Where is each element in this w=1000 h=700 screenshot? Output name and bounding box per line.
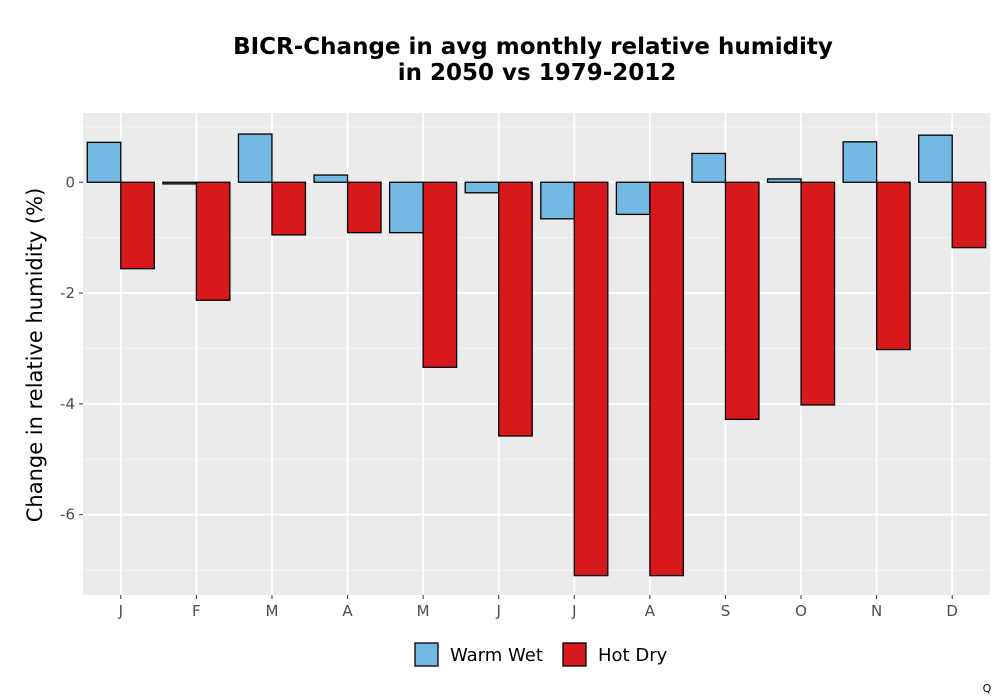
x-tick-label: S xyxy=(721,602,731,620)
bar-hot-dry xyxy=(195,181,231,301)
bar-hot-dry xyxy=(271,181,307,236)
x-tick-label: M xyxy=(265,602,278,620)
grid-minor xyxy=(83,126,990,571)
bar-hot-dry xyxy=(800,181,836,406)
legend-key-warm-wet xyxy=(414,642,439,667)
bar-warm-wet xyxy=(237,133,273,183)
bar-hot-dry xyxy=(422,181,458,368)
bar-warm-wet xyxy=(162,181,198,185)
y-tick-label: -4 xyxy=(60,395,75,413)
chart-title-line-1: BICR-Change in avg monthly relative humi… xyxy=(233,34,833,60)
bars xyxy=(86,133,987,577)
x-tick-label: A xyxy=(342,602,353,620)
x-tick-label: D xyxy=(946,602,958,620)
y-tick-label: 0 xyxy=(65,173,75,191)
bar-hot-dry xyxy=(724,181,760,421)
bar-warm-wet xyxy=(842,141,878,183)
legend-key-hot-dry xyxy=(562,642,587,667)
x-tick-label: F xyxy=(192,602,201,620)
corner-mark: Q xyxy=(983,682,992,695)
y-axis-label: Change in relative humidity (%) xyxy=(23,188,47,523)
bar-warm-wet xyxy=(86,141,122,183)
bar-hot-dry xyxy=(875,181,911,351)
bar-warm-wet xyxy=(313,174,349,183)
legend-label: Warm Wet xyxy=(450,645,543,666)
bar-hot-dry xyxy=(951,181,987,249)
x-tick-label: J xyxy=(495,602,500,620)
bar-warm-wet xyxy=(388,181,424,234)
x-tick-label: M xyxy=(417,602,430,620)
legend-label: Hot Dry xyxy=(598,645,668,666)
bar-warm-wet xyxy=(918,134,953,183)
x-tick-label: J xyxy=(571,602,576,620)
x-tick-label: A xyxy=(645,602,656,620)
bar-warm-wet xyxy=(615,181,651,216)
y-axis: 0 -2 -4 -6 xyxy=(60,173,83,524)
bar-hot-dry xyxy=(573,181,609,577)
x-tick-label: J xyxy=(118,602,123,620)
bar-warm-wet xyxy=(540,181,575,220)
bar-hot-dry xyxy=(120,181,155,270)
y-tick-label: -6 xyxy=(60,506,75,524)
legend: Warm Wet Hot Dry xyxy=(414,642,668,667)
x-tick-label: N xyxy=(871,602,882,620)
bar-hot-dry xyxy=(649,181,685,577)
bar-warm-wet xyxy=(766,178,802,183)
bar-warm-wet xyxy=(691,152,727,183)
y-tick-label: -2 xyxy=(60,284,75,302)
bar-warm-wet xyxy=(464,181,500,194)
chart-title-line-2: in 2050 vs 1979-2012 xyxy=(398,60,677,86)
x-tick-label: O xyxy=(795,602,807,620)
bar-hot-dry xyxy=(346,181,382,234)
bar-hot-dry xyxy=(498,181,533,437)
